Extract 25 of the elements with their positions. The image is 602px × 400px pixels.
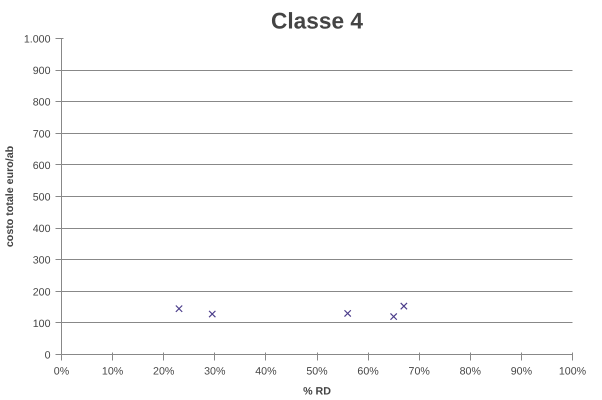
y-tick-label: 300	[32, 254, 51, 267]
x-tick-label: 60%	[357, 366, 380, 378]
x-tick-label: 100%	[558, 366, 587, 378]
y-tick-label: 100	[32, 318, 51, 330]
x-tick-label: 80%	[460, 366, 482, 378]
y-axis-title: costo totale euro/ab	[4, 145, 16, 248]
x-tick-label: 70%	[408, 366, 430, 378]
y-tick-label: 700	[32, 128, 51, 140]
x-tick-label: 90%	[510, 366, 533, 378]
x-tick-label: 40%	[255, 366, 278, 378]
y-tick-label: 1.000	[24, 34, 51, 46]
x-axis-title: % RD	[303, 386, 332, 398]
x-tick-label: 30%	[204, 366, 226, 378]
y-tick-label: 500	[32, 192, 51, 204]
y-tick-label: 900	[32, 65, 51, 78]
y-tick-label: 600	[32, 160, 51, 172]
y-tick-label: 0	[44, 350, 51, 362]
y-tick-label: 800	[32, 96, 51, 109]
x-tick-label: 0%	[54, 366, 70, 378]
y-tick-label: 200	[32, 286, 51, 298]
chart-title: Classe 4	[271, 8, 364, 34]
y-tick-label: 400	[32, 223, 51, 236]
x-tick-label: 20%	[153, 366, 175, 378]
x-tick-label: 50%	[306, 366, 328, 378]
x-tick-label: 10%	[102, 366, 124, 378]
